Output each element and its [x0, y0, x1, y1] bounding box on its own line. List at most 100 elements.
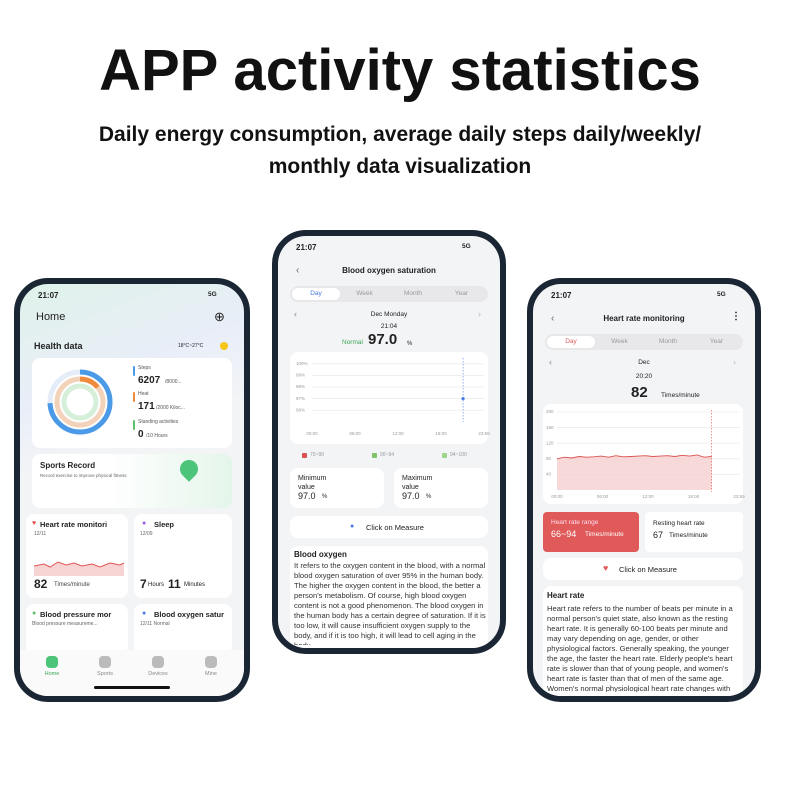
measure-icon: ● — [350, 523, 355, 530]
sleep-minutes: 11 — [168, 577, 181, 591]
min-card — [290, 468, 384, 508]
ring-heat — [54, 376, 106, 428]
home-screen: 21:07 5G Home ⊕ Health data 18°C~27°C St… — [20, 284, 244, 696]
x-tick-label: 06:00 — [349, 431, 361, 436]
card-subtitle: Blood pressure measureme... — [32, 621, 98, 627]
section-title: Health data — [34, 341, 83, 351]
info-title: Heart rate — [547, 591, 585, 600]
tab-bar — [545, 334, 743, 350]
tab-bar — [290, 286, 488, 302]
measure-button[interactable] — [290, 516, 488, 538]
sleep-card[interactable] — [134, 514, 232, 598]
oxygen-card[interactable] — [134, 604, 232, 654]
bar-mark — [133, 366, 135, 376]
heart-card[interactable] — [26, 514, 128, 598]
min-value: 97.0 — [298, 491, 316, 501]
rings — [47, 369, 113, 435]
bar-mark — [133, 392, 135, 402]
card-title: Heart rate monitori — [40, 521, 108, 529]
legend-label: 90~94 — [380, 452, 395, 458]
value: 97.0 — [368, 331, 398, 348]
bar-mark — [133, 420, 135, 430]
next-button[interactable]: › — [733, 357, 736, 367]
tab: Month — [403, 290, 423, 297]
x-tick-label: 18:00 — [688, 494, 700, 499]
tab: Year — [709, 338, 724, 345]
heart-chart: 40 80 120 160 200 00:00 06:00 12:00 18:00 23:59 — [546, 409, 745, 499]
resting-card — [645, 512, 743, 552]
legend-swatch — [442, 453, 447, 458]
date: Dec — [638, 359, 650, 366]
tab-selected — [547, 336, 595, 348]
moon-icon: ● — [142, 520, 147, 527]
prev-button[interactable]: ‹ — [294, 309, 297, 319]
tab-selected — [292, 288, 340, 300]
prev-button[interactable]: ‹ — [549, 357, 552, 367]
tab: Year — [454, 290, 469, 297]
card-subtitle: Record exercise to improve physical fitn… — [40, 473, 127, 478]
range-unit: Times/minute — [585, 531, 624, 538]
next-button[interactable]: › — [478, 309, 481, 319]
sports-card[interactable] — [32, 454, 232, 508]
resting-unit: Times/minute — [669, 532, 708, 539]
max-unit: % — [426, 494, 432, 500]
date: Dec Monday — [370, 311, 408, 318]
y-tick-label: 160 — [546, 425, 554, 430]
heart-area — [557, 454, 712, 490]
stat-value: 0 — [138, 429, 144, 440]
stat-value: 171 — [138, 401, 155, 412]
subtitle: monthly data visualization — [268, 155, 532, 178]
pressure-card[interactable] — [26, 604, 128, 654]
y-tick-label: 100% — [296, 361, 308, 366]
pressure-icon: ● — [32, 610, 37, 617]
nav-icon — [46, 656, 58, 668]
resting-value: 67 — [653, 530, 664, 540]
heart-value: 82 — [34, 577, 48, 591]
heart-icon: ♥ — [32, 520, 37, 527]
stat-label: Steps — [138, 365, 151, 371]
stat-goal: /10 Hours — [146, 433, 168, 439]
nav-label: Sports — [97, 671, 113, 677]
measure-icon: ♥ — [603, 563, 609, 573]
measure-button[interactable] — [543, 558, 743, 580]
nav-icon — [99, 656, 111, 668]
nav-label: Devices — [148, 671, 168, 677]
min-unit: % — [322, 494, 328, 500]
menu-button[interactable]: ⋮ — [731, 311, 741, 322]
sun-icon — [220, 342, 228, 350]
oxygen-chart: 100% 99% 98% 97% 96% 00:00 06:00 12:00 18:00 23:5… — [296, 358, 490, 436]
legend-swatch — [372, 453, 377, 458]
back-button[interactable]: ‹ — [551, 313, 555, 324]
oxygen-screen: 21:07 5G ‹ Blood oxygen saturation Day We… — [278, 236, 500, 648]
resting-label: Resting heart rate — [653, 520, 705, 527]
value: 82 — [631, 384, 648, 401]
tab: Day — [565, 338, 577, 345]
stat-value: 6207 — [138, 375, 161, 386]
oxygen-icon: ● — [142, 610, 147, 617]
max-card — [394, 468, 488, 508]
y-tick-label: 200 — [546, 409, 554, 414]
max-label: Maximum value — [402, 475, 433, 491]
x-tick-label: 23:59 — [733, 494, 745, 499]
card-title: Blood oxygen satur — [154, 611, 225, 619]
info-text: It refers to the oxygen content in the b… — [294, 561, 486, 645]
home-indicator — [94, 686, 170, 689]
y-tick-label: 120 — [546, 440, 554, 445]
card-date: 12/11 — [34, 531, 47, 537]
tab: Day — [310, 290, 322, 297]
heart-unit: Times/minute — [54, 582, 90, 588]
x-tick-label: 18:00 — [435, 431, 447, 436]
add-button[interactable]: ⊕ — [214, 309, 225, 324]
screen-title: Home — [36, 311, 66, 323]
info-card — [290, 546, 488, 648]
back-button[interactable]: ‹ — [296, 265, 300, 276]
range-card — [543, 512, 639, 552]
y-tick-label: 97% — [296, 396, 305, 401]
status-time: 21:07 — [38, 291, 59, 300]
min-label: Minimum value — [298, 475, 327, 491]
range-label: Heart rate range — [551, 519, 599, 526]
chart-card — [290, 352, 488, 444]
x-tick-label: 00:00 — [306, 431, 318, 436]
info-text: Heart rate refers to the number of beats… — [547, 604, 733, 692]
